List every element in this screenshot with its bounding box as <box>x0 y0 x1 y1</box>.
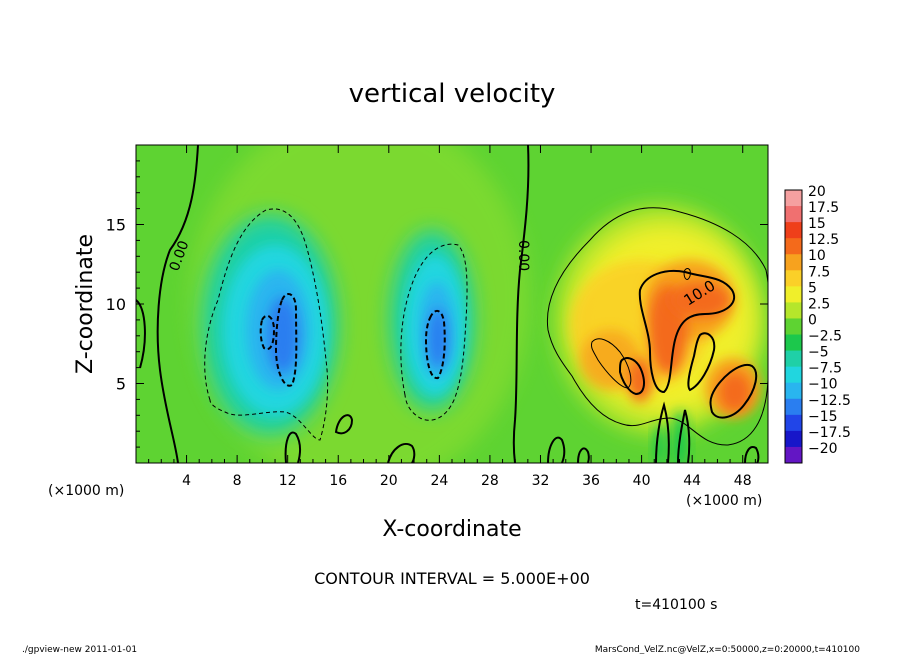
x-unit-label-right: (×1000 m) <box>686 493 762 509</box>
colorbar-swatch <box>785 254 802 271</box>
contour-lines <box>136 145 768 463</box>
colorbar-swatch <box>785 446 802 464</box>
colorbar-label: −10 <box>808 377 838 393</box>
colorbar-label: 0 <box>808 312 817 328</box>
colorbar: 2017.51512.5107.552.50−2.5−5−7.5−10−12.5… <box>784 184 851 464</box>
colorbar-frame <box>784 189 803 464</box>
colorbar-swatch <box>785 430 802 448</box>
colorbar-label: 10 <box>808 248 826 264</box>
y-axis: 5 10 15 <box>106 160 768 448</box>
contour-interval-text: CONTOUR INTERVAL = 5.000E+00 <box>314 569 590 588</box>
colorbar-swatch <box>785 318 802 336</box>
colorbar-swatch <box>785 222 802 239</box>
x-tick-label: 16 <box>329 473 347 489</box>
colorbar-swatch <box>785 206 802 223</box>
colorbar-label: −20 <box>808 441 838 457</box>
contour-label-zero-right: 0.00 <box>515 240 531 271</box>
colorbar-label: 5 <box>808 280 817 296</box>
colorbar-label: −17.5 <box>808 425 851 441</box>
x-tick-label: 12 <box>279 473 297 489</box>
colorbar-label: 7.5 <box>808 264 830 280</box>
y-tick-label: 10 <box>106 295 126 314</box>
colorbar-swatch <box>785 334 802 352</box>
x-tick-label: 28 <box>481 473 499 489</box>
x-unit-label: (×1000 m) <box>48 483 124 499</box>
y-tick-label: 15 <box>106 216 126 235</box>
downdraft-left <box>202 215 338 435</box>
y-axis-label: Z-coordinate <box>73 234 98 374</box>
x-axis: 4 8 12 16 20 24 28 32 36 40 44 48 <box>148 145 756 489</box>
colorbar-swatch <box>785 302 802 319</box>
colorbar-swatch <box>785 350 802 368</box>
y-tick-label: 5 <box>116 375 126 394</box>
colorbar-label: 15 <box>808 216 826 232</box>
colorbar-swatch <box>785 414 802 432</box>
updraft-right <box>555 205 765 463</box>
chart-title: vertical velocity <box>349 79 556 109</box>
x-tick-label: 36 <box>582 473 600 489</box>
x-tick-label: 48 <box>734 473 752 489</box>
footer-right: MarsCond_VelZ.nc@VelZ,x=0:50000,z=0:2000… <box>595 645 860 654</box>
colorbar-label: 12.5 <box>808 232 839 248</box>
downdraft-center <box>390 230 474 410</box>
time-text: t=410100 s <box>635 597 717 613</box>
colorbar-label: −12.5 <box>808 393 851 409</box>
footer-left: ./gpview-new 2011-01-01 <box>22 645 137 654</box>
colorbar-swatch <box>785 366 802 384</box>
colorbar-label: −5 <box>808 345 829 361</box>
colorbar-label: 20 <box>808 184 826 200</box>
x-tick-label: 24 <box>430 473 448 489</box>
colorbar-label: 2.5 <box>808 296 830 312</box>
colorbar-swatch <box>785 286 802 303</box>
x-axis-label: X-coordinate <box>382 517 521 542</box>
x-tick-label: 20 <box>380 473 398 489</box>
x-tick-label: 4 <box>182 473 191 489</box>
colorbar-label: 17.5 <box>808 200 839 216</box>
colorbar-swatch <box>785 190 802 207</box>
colorbar-label: −7.5 <box>808 361 842 377</box>
colorbar-swatch <box>785 382 802 400</box>
colorbar-swatch <box>785 398 802 416</box>
plot-area: 0.00 0.00 10.0 <box>136 145 768 463</box>
x-tick-label: 32 <box>532 473 550 489</box>
x-tick-label: 40 <box>633 473 651 489</box>
x-tick-label: 8 <box>233 473 242 489</box>
colorbar-label: −15 <box>808 409 838 425</box>
x-tick-label: 44 <box>683 473 701 489</box>
colorbar-label: −2.5 <box>808 329 842 345</box>
colorbar-swatch <box>785 238 802 255</box>
colorbar-swatch <box>785 270 802 287</box>
